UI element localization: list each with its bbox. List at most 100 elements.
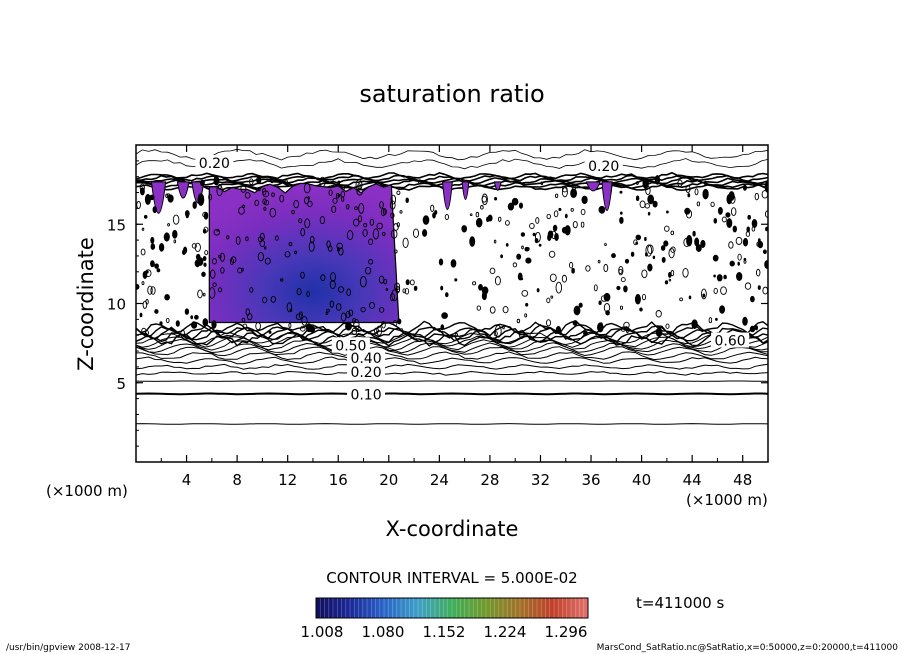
colorbar-stripe	[452, 598, 457, 618]
contour-speckle	[254, 199, 260, 207]
contour-speckle	[597, 259, 601, 264]
contour-speckle	[191, 321, 198, 329]
contour-speckle	[150, 243, 156, 250]
contour-speckle	[679, 297, 683, 302]
contour-speckle	[570, 208, 574, 212]
contour-speckle	[268, 330, 272, 334]
contour-speckle	[173, 239, 177, 244]
contour-speckle	[208, 287, 216, 299]
contour-speckle	[554, 232, 559, 241]
contour-speckle	[326, 240, 331, 249]
colorbar-stripe	[401, 598, 406, 618]
contour-speckle	[380, 207, 386, 217]
contour-speckle	[547, 230, 554, 239]
contour-speckle	[723, 274, 727, 280]
contour-line-top	[136, 176, 768, 185]
colorbar-label: 1.080	[362, 623, 405, 641]
x-tick-label: 48	[733, 471, 752, 489]
colorbar-stripe	[371, 598, 376, 618]
contour-speckle	[475, 217, 483, 228]
contour-speckle	[249, 287, 254, 293]
colorbar-stripe	[341, 598, 347, 618]
contour-speckle	[385, 288, 389, 292]
contour-speckle	[624, 258, 630, 264]
contour-speckle	[335, 192, 340, 199]
colorbar-stripe	[413, 598, 419, 618]
contour-speckle	[376, 222, 383, 230]
contour-speckle	[654, 175, 661, 185]
contour-speckle	[750, 295, 755, 303]
contour-speckle	[619, 305, 624, 310]
contour-speckle	[300, 227, 306, 237]
colorbar-stripe	[469, 598, 474, 618]
contour-speckle	[203, 212, 209, 220]
contour-speckle	[300, 325, 306, 332]
contour-speckle	[199, 179, 205, 187]
contour-speckle	[359, 276, 367, 288]
contour-speckle	[379, 201, 384, 209]
contour-speckle	[296, 288, 302, 296]
contour-speckle	[702, 293, 706, 298]
colorbar-stripe	[473, 598, 478, 618]
contour-speckle	[346, 230, 354, 241]
colorbar-frame	[315, 597, 589, 619]
contour-speckle	[548, 250, 556, 258]
colorbar-label: 1.224	[484, 623, 527, 641]
contour-speckle	[570, 188, 578, 199]
contour-speckle	[352, 317, 356, 324]
contour-speckle	[357, 183, 361, 189]
contour-labels: 0.20 0.200.100.200.400.50 0.60	[195, 155, 750, 403]
contour-speckle	[677, 179, 683, 187]
contour-speckle	[652, 200, 658, 208]
contour-speckle	[430, 204, 435, 212]
contour-speckle	[202, 318, 209, 327]
x-tick-label: 32	[531, 471, 550, 489]
colorbar-stripe	[520, 598, 525, 618]
colorbar-stripe	[418, 598, 423, 618]
contour-speckle	[555, 281, 563, 294]
contour-speckle	[516, 253, 522, 260]
colorbar-stripe	[460, 598, 466, 618]
contour-speckle	[330, 272, 336, 282]
supersaturated-streak	[601, 181, 613, 211]
contour-speckle	[524, 313, 528, 318]
colorbar-stripe	[354, 598, 359, 618]
contour-speckle	[511, 197, 519, 206]
contour-speckle	[749, 325, 756, 333]
colorbar-stripe	[345, 598, 351, 618]
contour-speckle	[284, 179, 288, 185]
contour-speckle	[211, 320, 217, 329]
contour-speckle	[500, 254, 503, 259]
contour-speckle	[270, 295, 276, 303]
contour-speckle	[494, 276, 501, 286]
contour-speckle	[564, 213, 568, 219]
contour-speckle	[619, 216, 624, 224]
contour-speckle	[762, 249, 767, 255]
contour-speckle	[521, 245, 524, 250]
contour-speckle	[489, 306, 496, 314]
contour-speckle	[412, 228, 420, 238]
colorbar-stripe	[367, 598, 372, 618]
contour-speckle	[203, 262, 207, 267]
contour-speckle	[396, 190, 401, 196]
contour-speckle	[393, 249, 398, 254]
contour-speckle	[165, 193, 169, 199]
contour-speckle	[558, 207, 562, 212]
contour-speckle	[389, 292, 395, 302]
contour-speckle	[319, 176, 326, 188]
contour-speckle	[204, 249, 209, 256]
contour-speckle	[730, 207, 737, 216]
contour-speckle	[700, 239, 706, 248]
contour-speckle	[532, 232, 536, 237]
contour-speckle	[660, 245, 666, 251]
contour-label-bg	[195, 155, 234, 171]
colorbar-stripe	[490, 598, 495, 618]
colorbar-stripe	[545, 598, 551, 618]
colorbar-stripe	[515, 598, 521, 618]
contour-speckle	[694, 188, 699, 196]
contour-speckle	[641, 294, 647, 301]
contour-speckle	[647, 244, 654, 255]
contour-speckle	[175, 320, 180, 327]
contour-speckle	[150, 260, 155, 268]
contour-speckle	[561, 187, 568, 198]
